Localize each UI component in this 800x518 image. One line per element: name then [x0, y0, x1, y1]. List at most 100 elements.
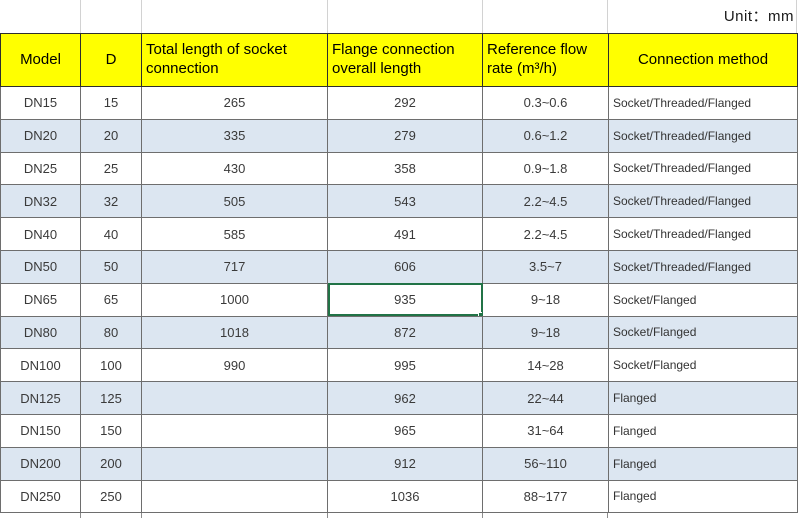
cell-flange[interactable]: 358 — [327, 151, 483, 186]
cell-d[interactable]: 20 — [80, 118, 142, 153]
cell-model[interactable]: DN65 — [0, 282, 81, 317]
header-model[interactable]: Model — [0, 33, 81, 87]
cell-model[interactable]: DN200 — [0, 446, 81, 481]
header-socket[interactable]: Total length of socket connection — [141, 33, 328, 87]
cell-socket[interactable] — [141, 381, 328, 415]
cell-socket[interactable]: 1018 — [141, 315, 328, 350]
header-flange[interactable]: Flange connection overall length — [327, 33, 483, 87]
cell-method[interactable]: Flanged — [608, 381, 798, 415]
header-row: Model D Total length of socket connectio… — [0, 33, 798, 87]
cell-flange[interactable]: 279 — [327, 118, 483, 153]
cell-flow[interactable]: 9~18 — [482, 282, 609, 317]
cell-d[interactable]: 250 — [80, 479, 142, 514]
table-row: DN32 32 505 543 2.2~4.5 Socket/Threaded/… — [0, 184, 798, 219]
header-method[interactable]: Connection method — [608, 33, 798, 87]
cell-d[interactable]: 40 — [80, 217, 142, 251]
cell-flange[interactable]: 543 — [327, 184, 483, 219]
cell-method[interactable]: Socket/Threaded/Flanged — [608, 217, 798, 251]
gridline-top — [141, 0, 142, 33]
gridline-bottom — [327, 512, 328, 518]
cell-method[interactable]: Flanged — [608, 446, 798, 481]
cell-flange[interactable]: 1036 — [327, 479, 483, 514]
cell-socket[interactable]: 585 — [141, 217, 328, 251]
unit-label: Unit：mm — [723, 8, 794, 25]
table-row: DN150 150 965 31~64 Flanged — [0, 413, 798, 448]
header-flow[interactable]: Reference flow rate (m³/h) — [482, 33, 609, 87]
cell-model[interactable]: DN50 — [0, 249, 81, 284]
cell-socket[interactable]: 1000 — [141, 282, 328, 317]
cell-flange[interactable]: 292 — [327, 86, 483, 120]
cell-flow[interactable]: 22~44 — [482, 381, 609, 415]
cell-method[interactable]: Socket/Flanged — [608, 282, 798, 317]
cell-socket[interactable] — [141, 479, 328, 514]
cell-flow[interactable]: 0.3~0.6 — [482, 86, 609, 120]
table-row: DN200 200 912 56~110 Flanged — [0, 446, 798, 481]
cell-model[interactable]: DN15 — [0, 86, 81, 120]
product-spec-table: Model D Total length of socket connectio… — [0, 33, 798, 514]
cell-model[interactable]: DN250 — [0, 479, 81, 514]
cell-socket[interactable]: 265 — [141, 86, 328, 120]
cell-model[interactable]: DN100 — [0, 348, 81, 383]
cell-method[interactable]: Socket/Threaded/Flanged — [608, 249, 798, 284]
cell-d[interactable]: 25 — [80, 151, 142, 186]
header-d[interactable]: D — [80, 33, 142, 87]
cell-d[interactable]: 125 — [80, 381, 142, 415]
cell-method[interactable]: Flanged — [608, 413, 798, 448]
cell-flange[interactable]: 962 — [327, 381, 483, 415]
gridline-top — [80, 0, 81, 33]
cell-model[interactable]: DN40 — [0, 217, 81, 251]
cell-flow[interactable]: 56~110 — [482, 446, 609, 481]
cell-d[interactable]: 32 — [80, 184, 142, 219]
cell-method[interactable]: Socket/Threaded/Flanged — [608, 118, 798, 153]
cell-flow[interactable]: 31~64 — [482, 413, 609, 448]
cell-flange[interactable]: 965 — [327, 413, 483, 448]
cell-model[interactable]: DN32 — [0, 184, 81, 219]
cell-flange[interactable]: 606 — [327, 249, 483, 284]
cell-socket[interactable]: 990 — [141, 348, 328, 383]
cell-method[interactable]: Socket/Threaded/Flanged — [608, 86, 798, 120]
cell-flange[interactable]: 872 — [327, 315, 483, 350]
cell-flow[interactable]: 2.2~4.5 — [482, 184, 609, 219]
cell-d[interactable]: 100 — [80, 348, 142, 383]
cell-socket[interactable]: 505 — [141, 184, 328, 219]
gridline-bottom — [80, 512, 81, 518]
cell-flange[interactable]: 491 — [327, 217, 483, 251]
cell-method[interactable]: Flanged — [608, 479, 798, 514]
gridline-bottom — [482, 512, 483, 518]
cell-method[interactable]: Socket/Flanged — [608, 315, 798, 350]
cell-method[interactable]: Socket/Threaded/Flanged — [608, 151, 798, 186]
cell-flow[interactable]: 9~18 — [482, 315, 609, 350]
cell-model[interactable]: DN150 — [0, 413, 81, 448]
gridline-top — [607, 0, 608, 33]
cell-flow[interactable]: 14~28 — [482, 348, 609, 383]
cell-model[interactable]: DN125 — [0, 381, 81, 415]
cell-flange[interactable]: 995 — [327, 348, 483, 383]
selected-cell[interactable]: 935 — [327, 282, 483, 317]
cell-method[interactable]: Socket/Threaded/Flanged — [608, 184, 798, 219]
table-row: DN50 50 717 606 3.5~7 Socket/Threaded/Fl… — [0, 249, 798, 284]
cell-model[interactable]: DN80 — [0, 315, 81, 350]
cell-flow[interactable]: 2.2~4.5 — [482, 217, 609, 251]
cell-flow[interactable]: 88~177 — [482, 479, 609, 514]
cell-flow[interactable]: 0.6~1.2 — [482, 118, 609, 153]
cell-socket[interactable] — [141, 413, 328, 448]
cell-socket[interactable]: 430 — [141, 151, 328, 186]
cell-flange[interactable]: 912 — [327, 446, 483, 481]
cell-flow[interactable]: 0.9~1.8 — [482, 151, 609, 186]
cell-socket[interactable]: 717 — [141, 249, 328, 284]
cell-d[interactable]: 50 — [80, 249, 142, 284]
cell-socket[interactable] — [141, 446, 328, 481]
cell-d[interactable]: 65 — [80, 282, 142, 317]
cell-d[interactable]: 80 — [80, 315, 142, 350]
cell-flow[interactable]: 3.5~7 — [482, 249, 609, 284]
table-row: DN15 15 265 292 0.3~0.6 Socket/Threaded/… — [0, 86, 798, 120]
gridline-top — [482, 0, 483, 33]
cell-model[interactable]: DN20 — [0, 118, 81, 153]
cell-socket[interactable]: 335 — [141, 118, 328, 153]
cell-d[interactable]: 150 — [80, 413, 142, 448]
cell-d[interactable]: 15 — [80, 86, 142, 120]
cell-model[interactable]: DN25 — [0, 151, 81, 186]
table-row: DN125 125 962 22~44 Flanged — [0, 381, 798, 415]
cell-d[interactable]: 200 — [80, 446, 142, 481]
cell-method[interactable]: Socket/Flanged — [608, 348, 798, 383]
